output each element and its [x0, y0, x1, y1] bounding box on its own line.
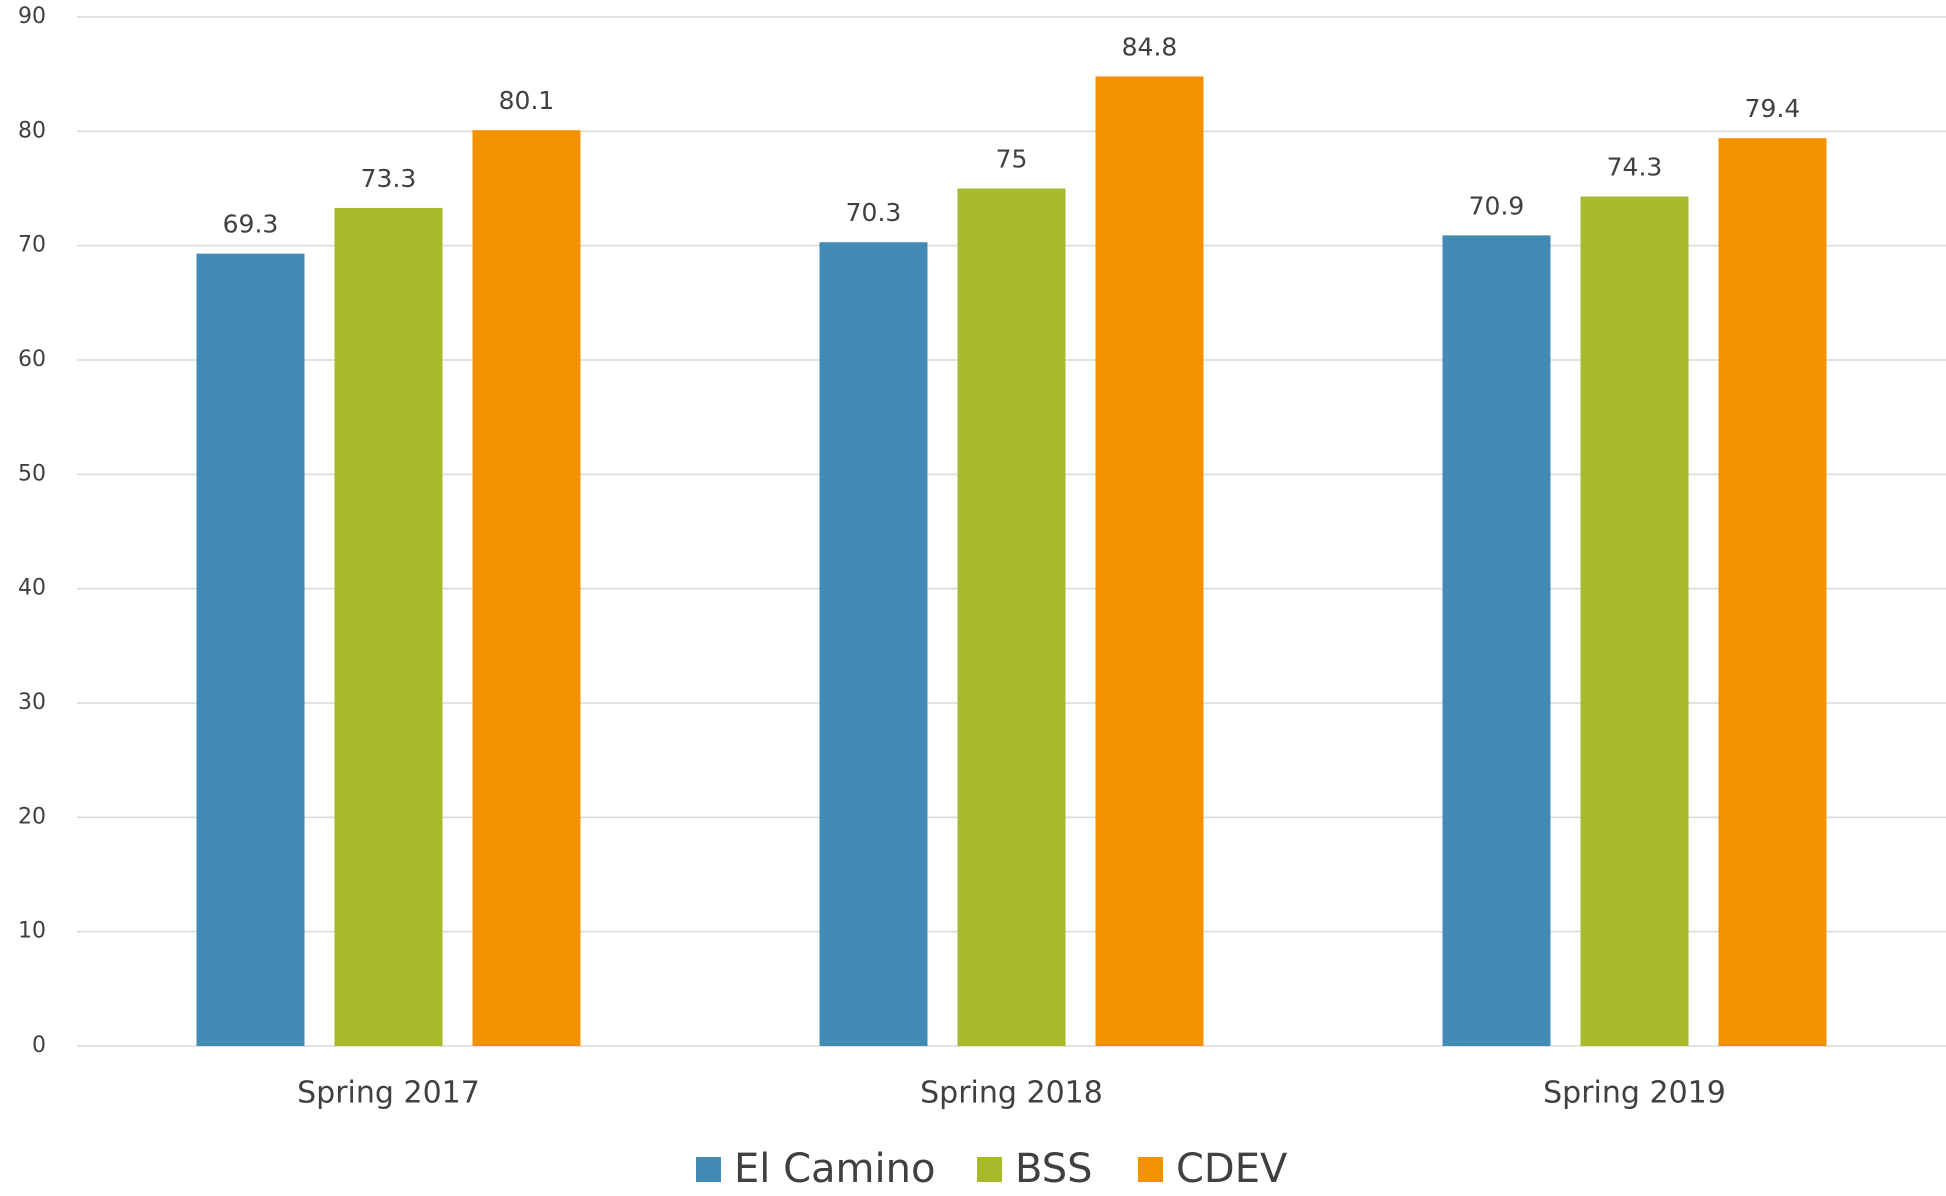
y-tick-label: 30 [18, 690, 46, 715]
x-tick-label: Spring 2018 [920, 1076, 1103, 1111]
data-label: 84.8 [1122, 32, 1178, 61]
data-label: 75 [996, 145, 1028, 174]
legend-swatch [696, 1157, 721, 1182]
bar [1718, 138, 1827, 1046]
legend-label: El Camino [734, 1146, 935, 1192]
bar [334, 207, 443, 1047]
bar [196, 253, 305, 1047]
data-label: 74.3 [1607, 153, 1663, 182]
data-label: 70.9 [1469, 191, 1525, 220]
bar [819, 242, 928, 1046]
y-tick-label: 60 [18, 347, 46, 372]
data-label: 80.1 [499, 86, 555, 115]
legend-swatch [1138, 1157, 1163, 1182]
legend-label: CDEV [1176, 1146, 1288, 1192]
bar [1095, 76, 1204, 1047]
y-tick-label: 10 [18, 919, 46, 944]
data-label: 70.3 [846, 198, 902, 227]
y-tick-label: 80 [18, 118, 46, 143]
y-tick-label: 40 [18, 576, 46, 601]
bar [472, 130, 581, 1046]
bar [957, 188, 1066, 1046]
x-tick-label: Spring 2019 [1543, 1076, 1726, 1111]
y-tick-label: 50 [18, 461, 46, 486]
legend-label: BSS [1015, 1146, 1093, 1192]
data-label: 73.3 [361, 164, 417, 193]
y-tick-label: 70 [18, 233, 46, 258]
data-label: 69.3 [223, 210, 279, 239]
y-tick-label: 0 [32, 1033, 46, 1058]
x-tick-label: Spring 2017 [297, 1076, 480, 1111]
bar [1580, 196, 1689, 1047]
y-tick-label: 90 [18, 4, 46, 29]
legend-swatch [977, 1157, 1002, 1182]
data-label: 79.4 [1745, 94, 1801, 123]
bar [1442, 235, 1551, 1047]
y-tick-label: 20 [18, 804, 46, 829]
